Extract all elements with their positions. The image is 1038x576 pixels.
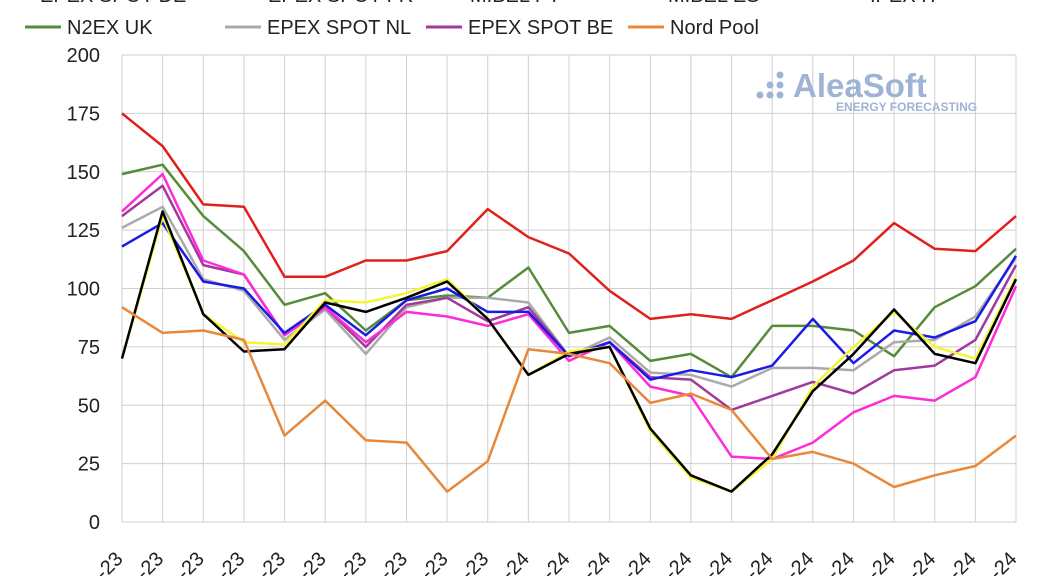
x-tick-label-21: -24 xyxy=(945,548,981,576)
x-tick-label-6: -23 xyxy=(335,548,371,576)
x-tick-label-19: -24 xyxy=(864,548,900,576)
x-tick-label-9: -23 xyxy=(457,548,493,576)
x-tick-label-16: -24 xyxy=(742,548,778,576)
x-tick-label-22: -24 xyxy=(986,548,1022,576)
y-axis: 0 25 50 75 100 125 150 175 200 xyxy=(67,45,100,534)
x-tick-label-7: -23 xyxy=(376,548,412,576)
legend-label-3: Nord Pool xyxy=(670,17,759,39)
y-tick-label-6: 150 xyxy=(67,162,100,184)
legend-clipped-label-2: MIBEL PT xyxy=(470,0,560,7)
legend-clipped-label-4: IPEX IT xyxy=(870,0,939,7)
y-tick-label-3: 75 xyxy=(78,337,100,359)
legend-clipped-row: EPEX SPOT DE EPEX SPOT FR MIBEL PT MIBEL ES… xyxy=(40,0,939,7)
x-tick-label-8: -23 xyxy=(417,548,453,576)
x-tick-label-2: -23 xyxy=(173,548,209,576)
legend: N2EX UK EPEX SPOT NL EPEX SPOT BE Nord Pool xyxy=(25,17,759,39)
y-tick-label-2: 50 xyxy=(78,395,100,417)
aleasoft-logo: AleaSoft ENERGY FORECASTING xyxy=(756,67,977,114)
y-tick-label-7: 175 xyxy=(67,103,100,125)
x-tick-label-10: -24 xyxy=(498,548,534,576)
legend-clipped-label-3: MIBEL ES xyxy=(668,0,760,7)
x-tick-label-4: -23 xyxy=(254,548,290,576)
x-tick-label-1: -23 xyxy=(132,548,168,576)
x-axis: -23 -23 -23 -23 -23 -23 -23 -23 -23 -23 -24 -24 -24-… xyxy=(92,548,1022,576)
x-tick-label-0: -23 xyxy=(92,548,128,576)
x-tick-label-20: -24 xyxy=(904,548,940,576)
x-tick-label-11: -24 xyxy=(539,548,575,576)
x-tick-label-3: -23 xyxy=(213,548,249,576)
series-lines xyxy=(120,112,1018,493)
y-tick-label-0: 0 xyxy=(89,512,100,534)
legend-label-2: EPEX SPOT BE xyxy=(468,17,613,39)
x-tick-label-15: -24 xyxy=(701,548,737,576)
legend-label-1: EPEX SPOT NL xyxy=(267,17,411,39)
y-tick-label-8: 200 xyxy=(67,45,100,67)
legend-clipped-label-1: EPEX SPOT FR xyxy=(268,0,413,7)
x-tick-label-13: -24 xyxy=(620,548,656,576)
logo-dots-icon xyxy=(756,71,784,99)
legend-label-0: N2EX UK xyxy=(67,17,153,39)
x-tick-label-5: -23 xyxy=(295,548,331,576)
logo-tagline: ENERGY FORECASTING xyxy=(836,100,977,114)
x-tick-label-14: -24 xyxy=(660,548,696,576)
x-tick-label-12: -24 xyxy=(579,548,615,576)
y-tick-label-4: 100 xyxy=(67,279,100,301)
y-tick-label-5: 125 xyxy=(67,220,100,242)
gridlines xyxy=(121,54,1017,523)
logo-name: AleaSoft xyxy=(793,67,927,104)
x-tick-label-18: -24 xyxy=(823,548,859,576)
legend-clipped-label-0: EPEX SPOT DE xyxy=(40,0,186,7)
x-tick-label-17: -24 xyxy=(782,548,818,576)
y-tick-label-1: 25 xyxy=(78,454,100,476)
